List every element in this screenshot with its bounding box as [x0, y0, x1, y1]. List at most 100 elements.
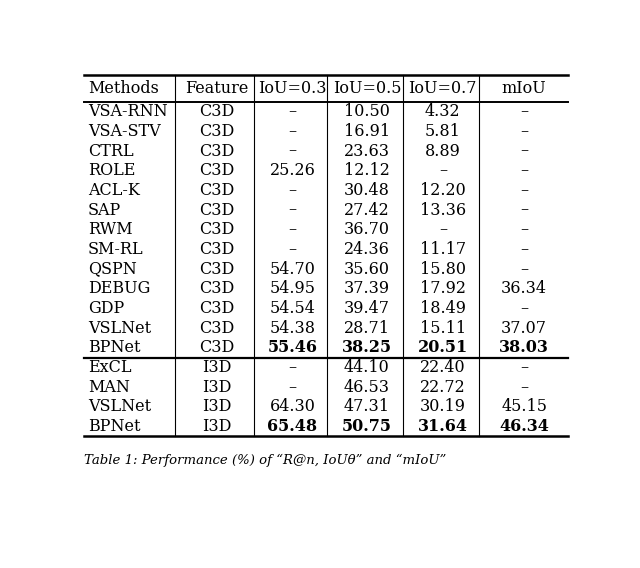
- Text: C3D: C3D: [199, 320, 234, 337]
- Text: –: –: [289, 222, 296, 238]
- Text: 54.95: 54.95: [269, 281, 316, 297]
- Text: –: –: [520, 222, 528, 238]
- Text: –: –: [289, 103, 296, 120]
- Text: C3D: C3D: [199, 162, 234, 179]
- Text: –: –: [289, 143, 296, 160]
- Text: I3D: I3D: [202, 379, 231, 396]
- Text: –: –: [289, 379, 296, 396]
- Text: 13.36: 13.36: [420, 202, 466, 219]
- Text: GDP: GDP: [88, 300, 124, 317]
- Text: 15.80: 15.80: [420, 261, 466, 278]
- Text: 37.07: 37.07: [501, 320, 547, 337]
- Text: IoU=0.5: IoU=0.5: [333, 80, 401, 97]
- Text: 65.48: 65.48: [268, 418, 317, 435]
- Text: 30.19: 30.19: [420, 398, 466, 415]
- Text: 22.40: 22.40: [420, 359, 466, 376]
- Text: BPNet: BPNet: [88, 339, 140, 356]
- Text: 25.26: 25.26: [269, 162, 316, 179]
- Text: –: –: [520, 162, 528, 179]
- Text: 4.32: 4.32: [425, 103, 461, 120]
- Text: 54.38: 54.38: [269, 320, 316, 337]
- Text: CTRL: CTRL: [88, 143, 134, 160]
- Text: C3D: C3D: [199, 261, 234, 278]
- Text: VSA-STV: VSA-STV: [88, 123, 161, 140]
- Text: –: –: [289, 241, 296, 258]
- Text: C3D: C3D: [199, 202, 234, 219]
- Text: 46.34: 46.34: [499, 418, 549, 435]
- Text: 5.81: 5.81: [425, 123, 461, 140]
- Text: –: –: [520, 379, 528, 396]
- Text: MAN: MAN: [88, 379, 130, 396]
- Text: 27.42: 27.42: [344, 202, 390, 219]
- Text: –: –: [520, 103, 528, 120]
- Text: C3D: C3D: [199, 123, 234, 140]
- Text: 54.54: 54.54: [269, 300, 316, 317]
- Text: 23.63: 23.63: [344, 143, 390, 160]
- Text: RWM: RWM: [88, 222, 132, 238]
- Text: SM-RL: SM-RL: [88, 241, 143, 258]
- Text: –: –: [520, 261, 528, 278]
- Text: 10.50: 10.50: [344, 103, 390, 120]
- Text: IoU=0.3: IoU=0.3: [259, 80, 327, 97]
- Text: 36.34: 36.34: [501, 281, 547, 297]
- Text: C3D: C3D: [199, 182, 234, 199]
- Text: 36.70: 36.70: [344, 222, 390, 238]
- Text: C3D: C3D: [199, 339, 234, 356]
- Text: –: –: [289, 123, 296, 140]
- Text: 46.53: 46.53: [344, 379, 390, 396]
- Text: –: –: [520, 182, 528, 199]
- Text: 8.89: 8.89: [425, 143, 461, 160]
- Text: –: –: [520, 202, 528, 219]
- Text: 50.75: 50.75: [342, 418, 392, 435]
- Text: 12.20: 12.20: [420, 182, 466, 199]
- Text: mIoU: mIoU: [502, 80, 547, 97]
- Text: BPNet: BPNet: [88, 418, 140, 435]
- Text: –: –: [439, 162, 447, 179]
- Text: 16.91: 16.91: [344, 123, 390, 140]
- Text: ExCL: ExCL: [88, 359, 131, 376]
- Text: 18.49: 18.49: [420, 300, 466, 317]
- Text: C3D: C3D: [199, 222, 234, 238]
- Text: ROLE: ROLE: [88, 162, 135, 179]
- Text: 64.30: 64.30: [269, 398, 316, 415]
- Text: I3D: I3D: [202, 398, 231, 415]
- Text: 11.17: 11.17: [420, 241, 466, 258]
- Text: C3D: C3D: [199, 103, 234, 120]
- Text: 47.31: 47.31: [344, 398, 390, 415]
- Text: Table 1: Performance (%) of “R@n, IoUθ” and “mIoU”: Table 1: Performance (%) of “R@n, IoUθ” …: [84, 454, 446, 467]
- Text: 38.03: 38.03: [499, 339, 549, 356]
- Text: VSLNet: VSLNet: [88, 398, 151, 415]
- Text: 24.36: 24.36: [344, 241, 390, 258]
- Text: C3D: C3D: [199, 143, 234, 160]
- Text: 20.51: 20.51: [418, 339, 468, 356]
- Text: –: –: [520, 241, 528, 258]
- Text: 30.48: 30.48: [344, 182, 390, 199]
- Text: –: –: [520, 143, 528, 160]
- Text: IoU=0.7: IoU=0.7: [408, 80, 477, 97]
- Text: C3D: C3D: [199, 241, 234, 258]
- Text: –: –: [289, 202, 296, 219]
- Text: –: –: [520, 123, 528, 140]
- Text: VSA-RNN: VSA-RNN: [88, 103, 168, 120]
- Text: –: –: [520, 300, 528, 317]
- Text: 17.92: 17.92: [420, 281, 466, 297]
- Text: 55.46: 55.46: [268, 339, 317, 356]
- Text: 39.47: 39.47: [344, 300, 390, 317]
- Text: 28.71: 28.71: [344, 320, 390, 337]
- Text: 31.64: 31.64: [418, 418, 468, 435]
- Text: VSLNet: VSLNet: [88, 320, 151, 337]
- Text: I3D: I3D: [202, 359, 231, 376]
- Text: ACL-K: ACL-K: [88, 182, 140, 199]
- Text: 35.60: 35.60: [344, 261, 390, 278]
- Text: 54.70: 54.70: [269, 261, 316, 278]
- Text: Methods: Methods: [88, 80, 159, 97]
- Text: 15.11: 15.11: [420, 320, 466, 337]
- Text: I3D: I3D: [202, 418, 231, 435]
- Text: –: –: [289, 359, 296, 376]
- Text: 45.15: 45.15: [501, 398, 547, 415]
- Text: –: –: [289, 182, 296, 199]
- Text: Feature: Feature: [185, 80, 248, 97]
- Text: –: –: [520, 359, 528, 376]
- Text: C3D: C3D: [199, 300, 234, 317]
- Text: 44.10: 44.10: [344, 359, 390, 376]
